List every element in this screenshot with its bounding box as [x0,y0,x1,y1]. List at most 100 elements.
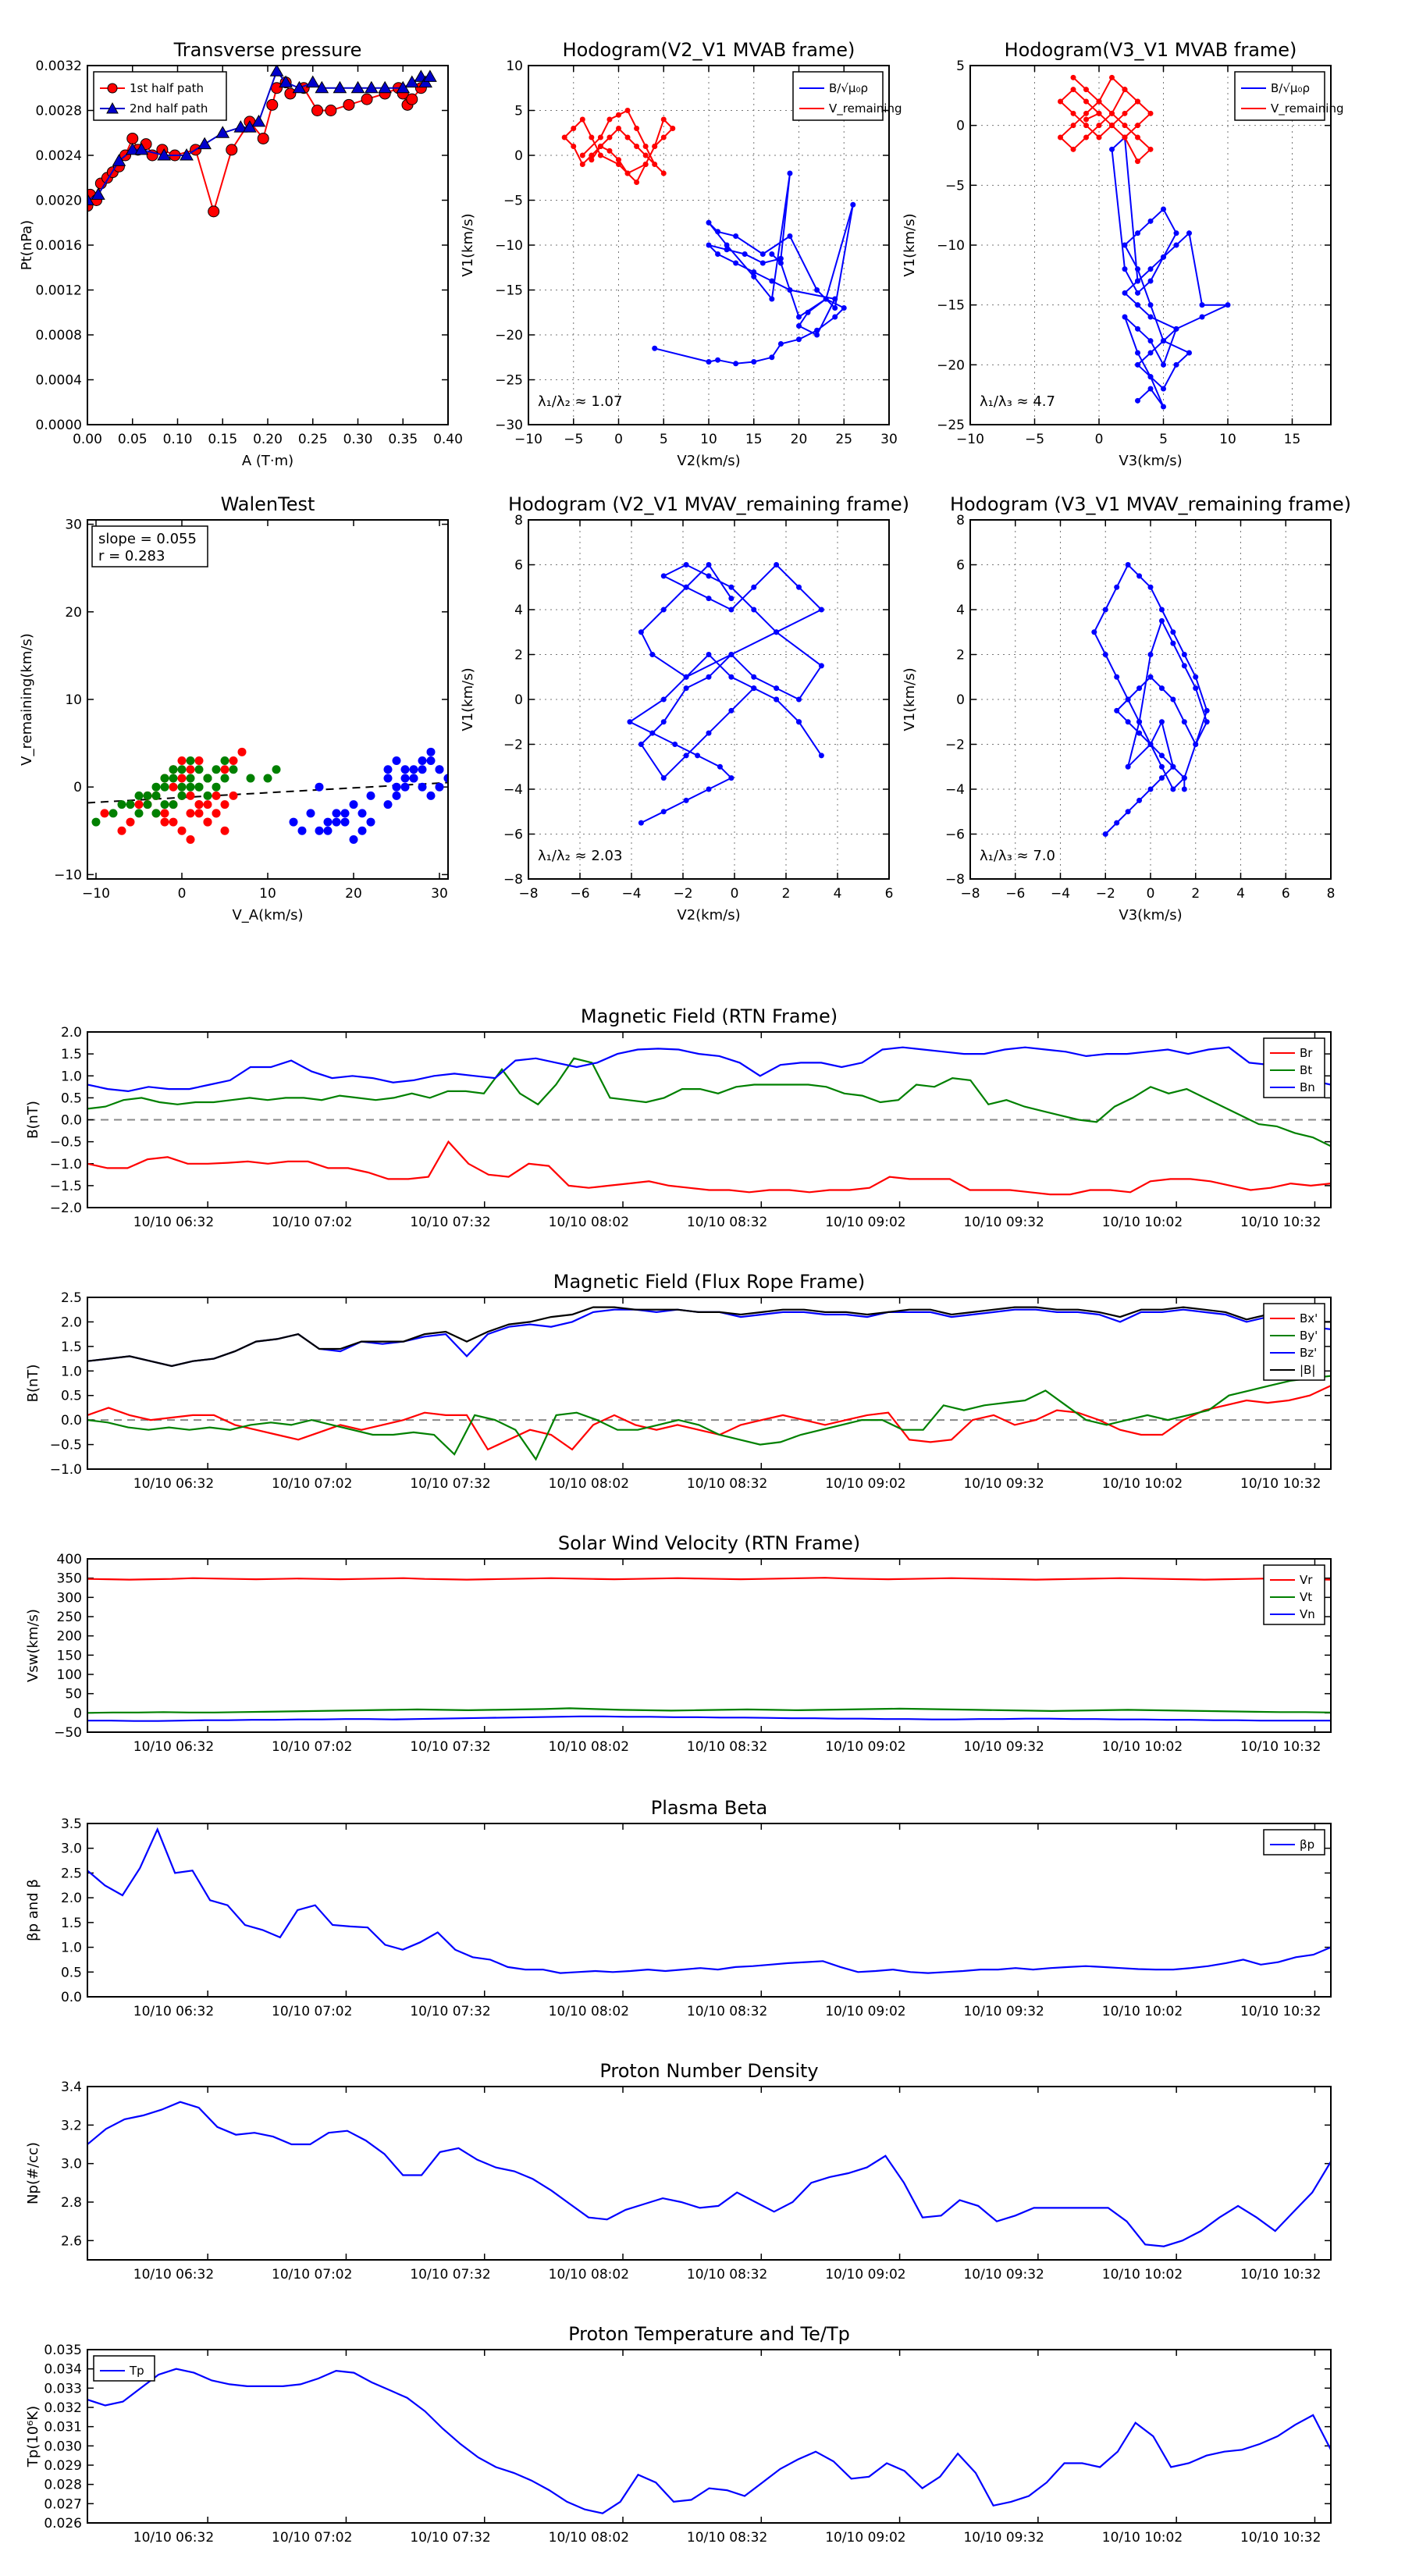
data-point [1204,707,1210,713]
plot-frame [87,519,449,880]
legend-label: By' [1300,1329,1318,1343]
series-line [87,2368,1331,2514]
data-point [383,774,393,783]
data-point [1096,134,1102,141]
x-tick-label: 10/10 10:02 [1102,2004,1183,2019]
plot-frame [87,2349,1332,2524]
series-v-remaining [1058,74,1154,165]
series-line [87,1385,1331,1451]
y-tick-label: 1.5 [61,1916,82,1931]
data-point [774,696,780,703]
y-tick-label: −20 [495,328,523,343]
y-tick-label: 1.5 [61,1047,82,1062]
data-point [279,75,293,88]
y-tick-label: 3.0 [61,2157,82,2172]
data-point [706,674,712,680]
y-tick-label: 3.5 [61,1816,82,1832]
data-point [1058,98,1063,105]
data-point [1181,775,1187,781]
x-tick-label: 10/10 08:02 [549,2267,629,2282]
x-tick-label: 10/10 09:02 [825,1476,905,1492]
data-point [197,137,212,150]
y-tick-label: 2.8 [61,2195,82,2211]
y-tick-label: 0.0012 [36,283,82,299]
stats-line: slope = 0.055 [98,531,197,547]
data-point [728,775,735,781]
series-line [1093,563,1208,835]
legend-item: By' [1270,1329,1318,1343]
data-point [1135,350,1140,356]
data-point [117,800,126,809]
data-point [186,835,195,845]
data-point [194,782,204,792]
y-tick-label: 2.5 [61,1290,82,1306]
data-point [1083,87,1089,93]
legend-item: Bn [1270,1080,1315,1094]
data-point [579,116,585,123]
panel-mrtn: Magnetic Field (RTN Frame) 10/10 06:32 10/… [25,1005,1332,1230]
y-tick-label: −4 [945,782,965,798]
plot-area [1058,74,1231,410]
data-point [1147,674,1154,680]
x-tick-label: 10/10 08:32 [687,1739,767,1755]
data-point [1096,110,1102,116]
data-point [652,144,658,149]
data-point [1083,98,1089,105]
data-point [378,80,393,94]
y-tick-label: 300 [57,1590,82,1606]
chart-title: Proton Number Density [599,2060,818,2082]
x-tick-label: 10/10 07:32 [410,1476,490,1492]
data-point [1170,629,1176,635]
data-point [229,791,238,800]
data-point [1147,146,1154,152]
data-point [332,809,341,818]
data-point [1096,98,1102,105]
data-point [1125,763,1131,770]
y-tick-label: 0.029 [44,2458,82,2474]
data-point [1135,397,1140,404]
legend: 1st half path 2nd half path [93,71,227,121]
legend-item: Bt [1270,1063,1312,1077]
data-point [695,753,701,759]
data-point [289,817,298,827]
data-point [117,826,126,835]
x-tick-label: 10/10 09:32 [963,1739,1044,1755]
data-point [406,93,418,105]
legend: Tp [93,2355,155,2382]
x-tick-label: 10 [700,432,717,447]
y-tick-label: −10 [937,238,965,254]
data-point [706,562,712,568]
y-tick-label: −2 [945,738,965,753]
data-point [1161,386,1166,392]
plot-frame [528,519,890,880]
data-point [1122,242,1128,248]
x-tick-label: 10/10 09:02 [825,2267,905,2282]
data-point [1158,763,1165,770]
data-point [357,809,367,818]
plot-area [87,66,437,218]
x-tick-label: 10/10 08:32 [687,2267,767,2282]
legend-item: 1st half path [100,81,204,95]
data-point [443,774,448,783]
x-tick-label: 2 [1191,886,1200,902]
x-tick-label: 10/10 07:32 [410,1739,490,1755]
legend-box [1263,1829,1325,1856]
data-point [1135,266,1140,272]
data-point [229,756,238,766]
legend: Bx' By' Bz' |B| [1263,1303,1325,1381]
data-point [683,685,689,692]
data-point [728,596,735,602]
y-tick-label: 4 [514,603,523,618]
plot-area [87,1046,1331,1196]
x-tick-label: 10/10 10:32 [1240,1215,1321,1230]
data-point [787,287,793,293]
data-point [814,327,820,333]
data-point [343,98,355,111]
legend-label: Vt [1300,1590,1312,1604]
x-tick-label: 4 [1236,886,1245,902]
data-point [638,629,644,635]
data-point [1173,230,1179,237]
series--b- [87,1306,1331,1368]
y-tick-label: 30 [65,518,82,533]
